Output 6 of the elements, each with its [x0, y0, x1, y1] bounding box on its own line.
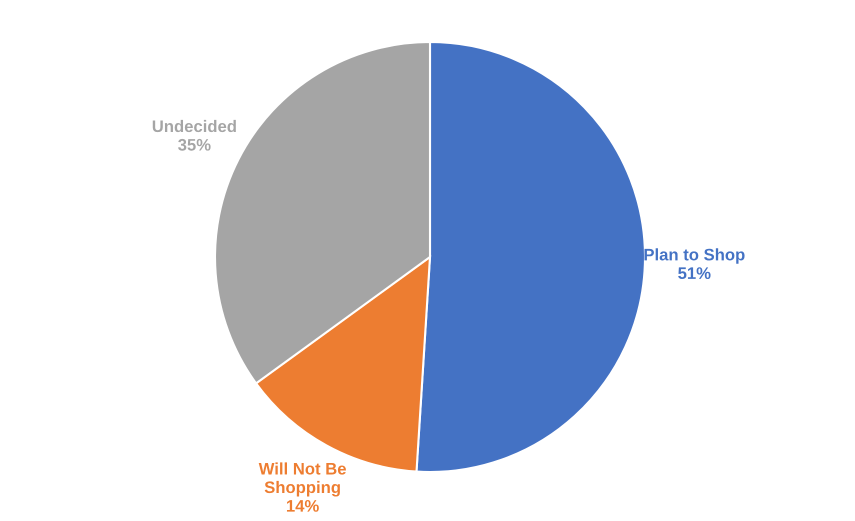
slice-label: Will Not Be Shopping	[258, 462, 346, 497]
data-label: 35%	[178, 138, 211, 151]
data-label: 51%	[678, 267, 711, 280]
slice-label: Undecided	[152, 120, 236, 132]
data-label: 14%	[286, 500, 319, 512]
slice-label: Plan to Shop	[644, 248, 745, 264]
